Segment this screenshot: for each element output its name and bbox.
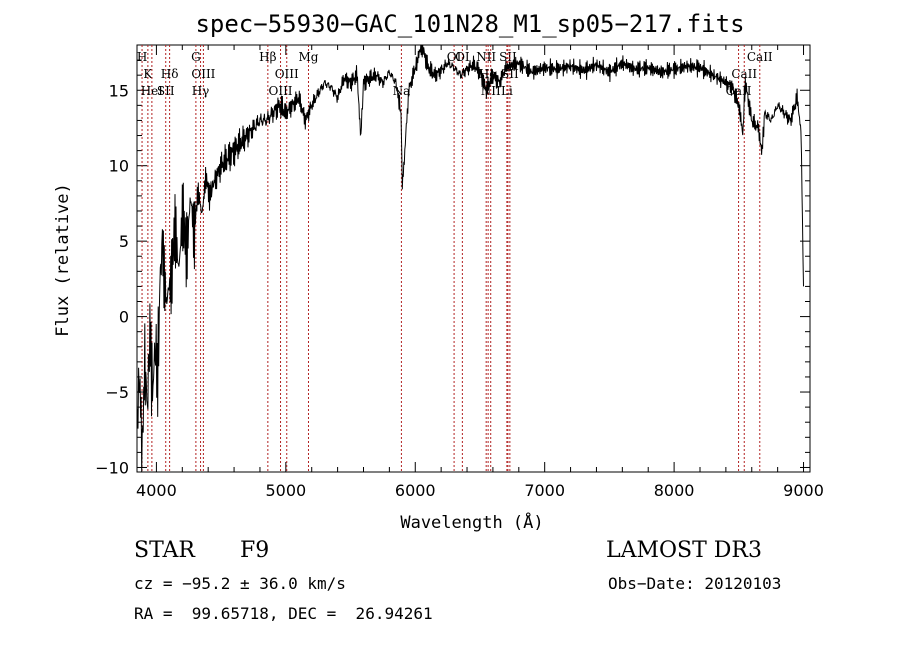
spectral-line-label: SII <box>499 50 517 64</box>
spectral-line-label: K <box>143 67 153 81</box>
spectral-line-label: NII <box>476 50 496 64</box>
x-tick-label: 6000 <box>395 481 436 500</box>
axis-labels: spec−55930−GAC_101N28_M1_sp05−217.fits W… <box>53 10 745 533</box>
object-class: STAR <box>134 538 195 563</box>
spectral-line-label: CaII <box>747 50 773 64</box>
y-axis-label: Flux (relative) <box>53 183 73 337</box>
y-tick-label: 10 <box>109 157 129 176</box>
y-tick-label: 5 <box>119 232 129 251</box>
spectral-line-label: G <box>191 50 201 64</box>
y-tick-label: 15 <box>109 81 129 100</box>
x-tick-label: 7000 <box>524 481 565 500</box>
x-axis-label: Wavelength (Å) <box>400 511 543 533</box>
spectral-line-label: OIII <box>275 67 299 81</box>
spectral-line-label: OIII <box>191 67 215 81</box>
x-tick-label: 5000 <box>265 481 306 500</box>
spectral-line-label: Hγ <box>192 84 210 98</box>
spectral-line-label: Hδ <box>161 67 179 81</box>
coordinates-text: RA = 99.65718, DEC = 26.94261 <box>134 604 433 623</box>
chart-title: spec−55930−GAC_101N28_M1_sp05−217.fits <box>195 10 744 38</box>
survey-name: LAMOST DR3 <box>606 538 762 563</box>
plot-frame <box>136 44 811 473</box>
spectral-line-label: OIII <box>268 84 292 98</box>
spectral-line-label: Hβ <box>259 50 276 64</box>
spectral-line-label: OI <box>455 50 470 64</box>
spectral-line-label: OI <box>447 50 462 64</box>
spectrum-trace-group <box>136 44 804 473</box>
spectral-line-label: CaII <box>731 67 757 81</box>
spectral-line-label: H <box>137 50 147 64</box>
redshift-text: cz = −95.2 ± 36.0 km/s <box>134 574 346 593</box>
spectral-line-label: Na <box>393 84 411 98</box>
spectral-line-label: HeI <box>141 84 164 98</box>
plot-axes: 4000 5000 6000 7000 8000 9000 −10 −5 0 5 10 15 <box>95 44 824 500</box>
x-tick-label: 9000 <box>783 481 824 500</box>
subclass: F9 <box>240 538 270 563</box>
y-tick-label: −10 <box>95 458 129 477</box>
spectral-line-label: Li <box>501 84 513 98</box>
x-tick-label: 4000 <box>136 481 177 500</box>
y-tick-label: 0 <box>119 308 129 327</box>
x-tick-label: 8000 <box>654 481 695 500</box>
spectrum-trace <box>136 44 804 473</box>
spectral-line-label: SII <box>157 84 175 98</box>
obs-date-text: Obs−Date: 20120103 <box>608 574 782 593</box>
spectral-line-label: Mg <box>299 50 319 64</box>
y-tick-label: −5 <box>105 383 129 402</box>
